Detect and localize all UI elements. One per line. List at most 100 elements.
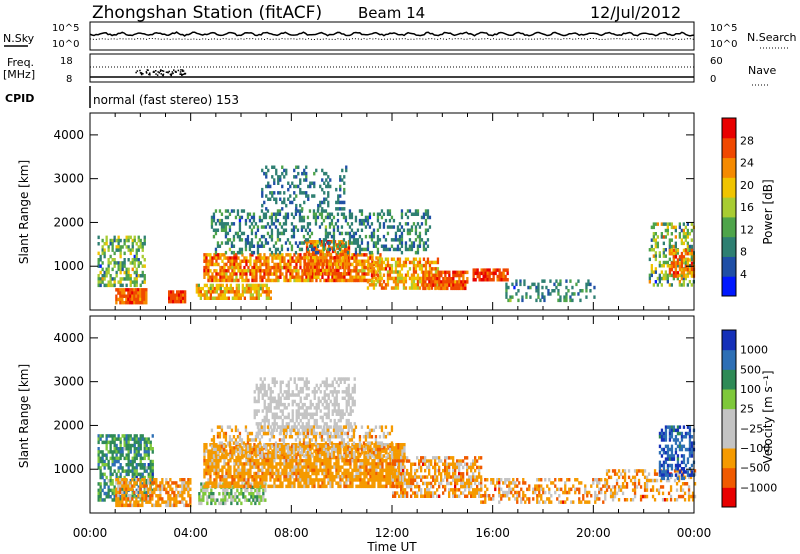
heatmap-cell — [109, 450, 112, 454]
heatmap-cell — [215, 272, 218, 276]
heatmap-cell — [387, 481, 390, 485]
heatmap-cell — [203, 269, 206, 273]
heatmap-cell — [682, 280, 685, 284]
heatmap-cell — [233, 465, 236, 469]
heatmap-cell — [279, 269, 282, 273]
heatmap-cell — [377, 471, 380, 476]
heatmap-cell — [299, 459, 302, 463]
heatmap-cell — [123, 481, 126, 485]
heatmap-cell — [394, 270, 398, 274]
heatmap-cell — [125, 469, 128, 473]
heatmap-cell — [397, 455, 400, 460]
heatmap-cell — [293, 455, 296, 460]
heatmap-cell — [222, 495, 225, 499]
heatmap-cell — [127, 453, 130, 457]
heatmap-cell — [205, 462, 208, 466]
heatmap-cell — [388, 276, 392, 281]
heatmap-cell — [312, 215, 316, 220]
heatmap-cell — [414, 238, 418, 242]
heatmap-cell — [270, 231, 274, 236]
heatmap-cell — [285, 478, 288, 482]
heatmap-cell — [225, 455, 228, 460]
heatmap-cell — [167, 484, 170, 488]
heatmap-cell — [311, 481, 314, 485]
heatmap-cell — [189, 497, 192, 501]
freq-dot — [181, 69, 184, 71]
heatmap-cell — [440, 475, 443, 479]
heatmap-cell — [424, 218, 428, 223]
heatmap-cell — [229, 481, 232, 485]
heatmap-cell — [209, 481, 212, 485]
heatmap-cell — [229, 465, 232, 469]
heatmap-cell — [220, 501, 223, 506]
heatmap-cell — [238, 498, 241, 502]
heatmap-cell — [125, 245, 128, 249]
heatmap-cell — [267, 275, 270, 279]
heatmap-cell — [349, 471, 352, 476]
heatmap-cell — [283, 175, 286, 179]
heatmap-cell — [343, 246, 347, 250]
heatmap-cell — [389, 459, 392, 463]
heatmap-cell — [339, 259, 342, 263]
heatmap-cell — [207, 265, 210, 270]
heatmap-cell — [404, 260, 408, 265]
heatmap-cell — [662, 264, 665, 268]
heatmap-cell — [151, 479, 154, 483]
heatmap-cell — [133, 235, 136, 240]
heatmap-cell — [355, 256, 358, 260]
heatmap-cell — [339, 262, 343, 266]
heatmap-cell — [109, 475, 112, 480]
heatmap-cell — [418, 484, 421, 489]
freq-dot — [145, 71, 148, 73]
heatmap-cell — [273, 471, 276, 476]
heatmap-cell — [348, 231, 352, 236]
heatmap-cell — [207, 459, 210, 463]
heatmap-cell — [401, 452, 404, 457]
heatmap-cell — [339, 481, 342, 485]
heatmap-cell — [133, 453, 136, 457]
heatmap-cell — [682, 255, 686, 259]
heatmap-cell — [440, 273, 443, 278]
heatmap-cell — [686, 258, 690, 262]
heatmap-cell — [344, 244, 348, 248]
heatmap-cell — [322, 209, 326, 213]
heatmap-cell — [239, 443, 242, 447]
heatmap-cell — [219, 283, 222, 288]
heatmap-cell — [349, 484, 352, 489]
heatmap-cell — [360, 228, 364, 232]
heatmap-cell — [229, 471, 232, 476]
heatmap-cell — [265, 478, 268, 482]
heatmap-cell — [369, 253, 372, 257]
heatmap-cell — [237, 293, 240, 297]
heatmap-cell — [660, 276, 663, 281]
heatmap-cell — [275, 275, 278, 279]
heatmap-cell — [258, 498, 261, 502]
heatmap-cell — [121, 291, 124, 295]
heatmap-cell — [223, 269, 226, 273]
heatmap-cell — [373, 471, 376, 476]
heatmap-cell — [113, 447, 116, 451]
heatmap-cell — [295, 194, 298, 198]
heatmap-cell — [111, 440, 114, 445]
heatmap-cell — [331, 249, 335, 254]
heatmap-cell — [115, 450, 118, 454]
heatmap-cell — [290, 234, 294, 239]
heatmap-cell — [297, 253, 300, 257]
heatmap-cell — [298, 241, 302, 245]
heatmap-cell — [197, 293, 200, 297]
heatmap-cell — [239, 471, 242, 476]
heatmap-cell — [377, 455, 380, 460]
heatmap-cell — [123, 258, 126, 262]
heatmap-cell — [379, 481, 382, 485]
heatmap-cell — [347, 468, 350, 473]
heatmap-cell — [398, 494, 401, 498]
heatmap-cell — [381, 465, 384, 469]
heatmap-cell — [219, 296, 222, 300]
heatmap-cell — [402, 459, 405, 463]
freq-dot — [173, 69, 175, 71]
heatmap-cell — [99, 491, 102, 496]
heatmap-cell — [265, 471, 268, 476]
heatmap-cell — [145, 453, 148, 457]
heatmap-cell — [381, 475, 384, 479]
heatmap-cell — [404, 263, 408, 268]
